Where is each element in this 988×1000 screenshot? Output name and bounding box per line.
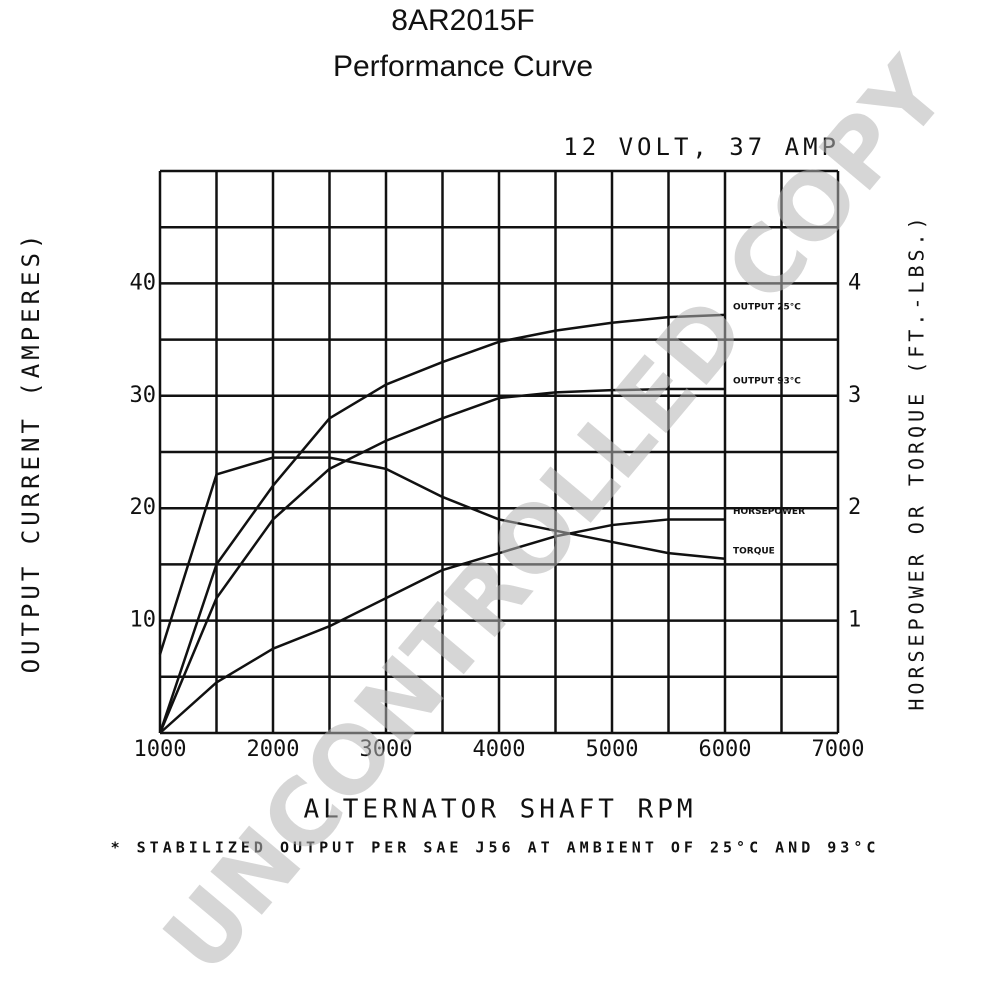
line-series	[158, 387, 725, 734]
chart-title: 8AR2015F	[391, 4, 534, 37]
x-tick-label: 4000	[473, 737, 526, 762]
y2-tick-label: 1	[848, 608, 861, 633]
x-tick-label: 7000	[812, 737, 865, 762]
y2-axis-label: HORSEPOWER OR TORQUE (FT.-LBS.)	[905, 213, 929, 710]
y2-tick-label: 4	[848, 270, 861, 295]
x-tick-label: 3000	[360, 737, 413, 762]
y-tick-label: 10	[130, 608, 157, 633]
y-axis-label: OUTPUT CURRENT (AMPERES)	[17, 231, 45, 674]
x-tick-label: 2000	[247, 737, 300, 762]
y2-tick-label: 2	[848, 495, 861, 520]
footnote: * STABILIZED OUTPUT PER SAE J56 AT AMBIE…	[111, 839, 880, 857]
x-tick-label: 6000	[699, 737, 752, 762]
line-series	[158, 456, 726, 655]
series-label: OUTPUT 25°C	[733, 302, 801, 312]
chart-subtitle: Performance Curve	[333, 50, 593, 83]
y-tick-label: 20	[130, 495, 157, 520]
line-series	[159, 518, 725, 734]
y-tick-label: 40	[130, 270, 157, 295]
series-label: OUTPUT 93°C	[733, 377, 801, 387]
annotation: 12 VOLT, 37 AMP	[563, 133, 840, 161]
y2-tick-label: 3	[848, 383, 861, 408]
x-axis-label: ALTERNATOR SHAFT RPM	[303, 795, 696, 825]
y-tick-label: 30	[130, 383, 157, 408]
series-label: TORQUE	[733, 546, 775, 556]
series-label: HORSEPOWER	[733, 507, 805, 517]
x-tick-label: 1000	[134, 737, 187, 762]
x-tick-label: 5000	[586, 737, 639, 762]
line-series	[158, 313, 726, 734]
